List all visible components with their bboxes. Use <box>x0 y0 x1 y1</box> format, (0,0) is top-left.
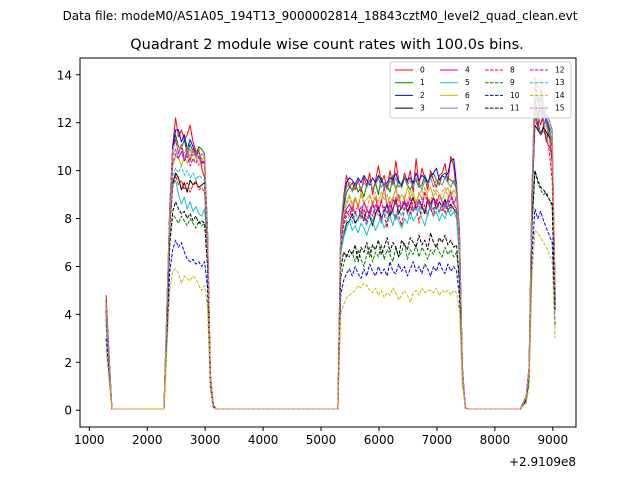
legend-label-1: 1 <box>420 78 425 87</box>
x-axis: 1000 2000 3000 4000 5000 6000 7000 8000 9000 <box>74 427 568 447</box>
x-tick-label: 9000 <box>538 433 569 447</box>
legend-label-7: 7 <box>465 104 470 113</box>
y-tick-label: 2 <box>64 356 72 370</box>
x-tick-label: 4000 <box>248 433 279 447</box>
legend-label-14: 14 <box>555 91 565 100</box>
y-tick-label: 14 <box>57 68 72 82</box>
legend-label-10: 10 <box>510 91 520 100</box>
y-tick-label: 8 <box>64 212 72 226</box>
y-tick-label: 10 <box>57 164 72 178</box>
y-axis: 0 2 4 6 8 10 12 14 <box>57 68 80 418</box>
x-tick-label: 7000 <box>422 433 453 447</box>
x-tick-label: 2000 <box>132 433 163 447</box>
y-tick-label: 12 <box>57 116 72 130</box>
legend-label-8: 8 <box>510 66 515 75</box>
x-axis-offset-label: +2.9109e8 <box>509 455 576 469</box>
legend-label-6: 6 <box>465 91 470 100</box>
y-tick-label: 0 <box>64 404 72 418</box>
legend-label-15: 15 <box>555 104 565 113</box>
legend-label-5: 5 <box>465 78 470 87</box>
x-tick-label: 8000 <box>480 433 511 447</box>
y-tick-label: 4 <box>64 308 72 322</box>
legend-label-11: 11 <box>510 104 520 113</box>
x-tick-label: 5000 <box>306 433 337 447</box>
plot-frame <box>79 57 577 428</box>
legend-label-3: 3 <box>420 104 425 113</box>
series-layer <box>105 76 556 410</box>
legend-label-4: 4 <box>465 66 470 75</box>
legend-label-12: 12 <box>555 66 565 75</box>
x-tick-label: 3000 <box>190 433 221 447</box>
figure-suptitle: Data file: modeM0/AS1A05_194T13_90000028… <box>63 9 578 23</box>
legend-label-9: 9 <box>510 78 515 87</box>
legend-frame <box>389 61 572 119</box>
legend-label-0: 0 <box>420 66 425 75</box>
x-tick-label: 1000 <box>74 433 105 447</box>
legend-label-2: 2 <box>420 91 425 100</box>
y-tick-label: 6 <box>64 260 72 274</box>
x-tick-label: 6000 <box>364 433 395 447</box>
plot-area <box>80 58 576 427</box>
legend-label-13: 13 <box>555 78 565 87</box>
series-line-15 <box>105 76 556 410</box>
plot-title: Quadrant 2 module wise count rates with … <box>130 37 524 53</box>
